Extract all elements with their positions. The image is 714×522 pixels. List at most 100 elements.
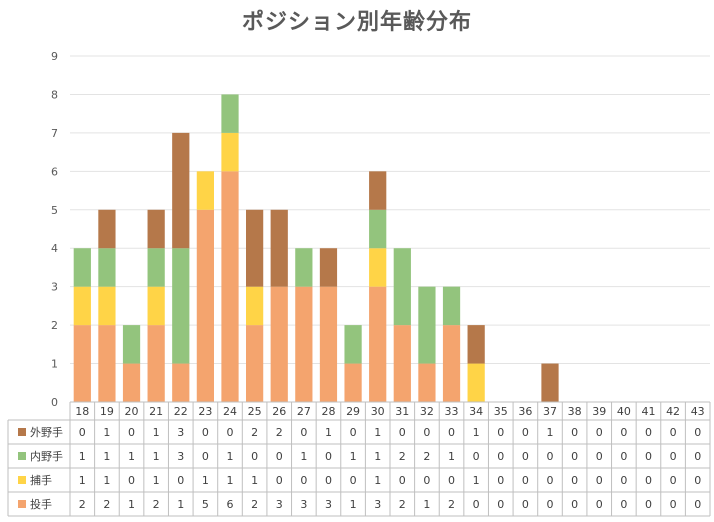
table-cell-value: 1 [374,450,381,463]
bar-segment [442,286,461,326]
bar-segment [172,363,190,402]
table-cell-value: 1 [103,426,110,439]
bar-segment [98,325,116,402]
table-cell-value: 0 [448,426,455,439]
table-cell-value: 3 [177,450,184,463]
table-cell-value: 0 [670,450,677,463]
table-cell-value: 1 [547,426,554,439]
table-cell-value: 0 [448,474,455,487]
bar-segment [147,325,165,402]
table-cell-value: 1 [374,474,381,487]
table-cell-value: 1 [128,450,135,463]
bar-segment [122,325,141,364]
table-cell-value: 0 [350,474,357,487]
bar-segment [369,248,387,287]
bar-segment [467,363,485,402]
table-cell-value: 1 [79,450,86,463]
table-cell-value: 0 [276,450,283,463]
table-cell-value: 3 [374,498,381,511]
bar-segment [270,286,288,402]
table-cell-value: 2 [251,498,258,511]
y-tick-label: 1 [51,358,58,371]
table-cell-value: 2 [399,498,406,511]
table-cell-value: 1 [473,426,480,439]
x-tick-label: 35 [494,405,508,418]
legend-label: 投手 [30,497,52,511]
bar-segment [196,209,214,402]
table-cell-value: 0 [128,426,135,439]
y-tick-label: 5 [51,204,58,217]
bar-segment [147,286,165,326]
x-tick-label: 42 [666,405,680,418]
table-cell-value: 0 [620,474,627,487]
y-tick-label: 0 [51,396,58,409]
table-cell-value: 2 [423,450,430,463]
table-cell-value: 0 [694,450,701,463]
table-cell-value: 0 [571,498,578,511]
table-cell-value: 1 [300,450,307,463]
table-cell-value: 2 [399,450,406,463]
table-cell-value: 0 [571,474,578,487]
table-cell-value: 1 [103,450,110,463]
legend-label: 捕手 [30,473,52,487]
bar-segment [344,325,362,364]
table-cell-value: 1 [153,426,160,439]
table-cell-value: 1 [350,450,357,463]
table-cell-value: 1 [350,498,357,511]
x-tick-label: 27 [297,405,311,418]
table-cell-value: 0 [670,498,677,511]
table-cell-value: 0 [350,426,357,439]
x-tick-label: 28 [321,405,335,418]
x-tick-label: 26 [272,405,286,418]
table-cell-value: 0 [620,498,627,511]
bar-segment [122,363,141,402]
x-tick-label: 41 [641,405,655,418]
y-tick-label: 7 [51,127,58,140]
bar-segment [221,94,239,133]
table-cell-value: 0 [547,498,554,511]
legend-swatch [18,500,26,508]
y-tick-label: 4 [51,242,58,255]
table-cell-value: 1 [128,498,135,511]
table-cell-value: 1 [153,450,160,463]
table-cell-value: 0 [596,498,603,511]
bar-segment [98,248,116,287]
x-tick-label: 20 [125,405,139,418]
table-cell-value: 0 [497,498,504,511]
bar-segment [541,363,559,402]
table-cell-value: 0 [399,474,406,487]
bar-segment [344,363,362,402]
bar-segment [172,248,190,364]
table-cell-value: 1 [448,450,455,463]
table-cell-value: 1 [177,498,184,511]
table-cell-value: 0 [694,498,701,511]
table-cell-value: 1 [202,474,209,487]
table-cell-value: 1 [423,498,430,511]
bar-segment [73,286,91,326]
table-cell-value: 0 [596,426,603,439]
chart-title: ポジション別年齢分布 [241,10,472,35]
x-tick-label: 34 [469,405,483,418]
x-tick-label: 40 [617,405,631,418]
table-cell-value: 0 [670,474,677,487]
table-cell-value: 1 [325,426,332,439]
bar-segment [196,171,214,210]
table-cell-value: 6 [227,498,234,511]
table-cell-value: 1 [227,450,234,463]
table-cell-value: 1 [79,474,86,487]
bar-segment [442,325,461,402]
y-tick-label: 8 [51,88,58,101]
table-cell-value: 2 [448,498,455,511]
x-tick-label: 31 [395,405,409,418]
legend-swatch [18,428,26,436]
table-cell-value: 2 [79,498,86,511]
legend-label: 外野手 [30,425,63,439]
table-cell-value: 0 [571,426,578,439]
x-tick-label: 36 [518,405,532,418]
bar-segment [73,248,91,287]
table-cell-value: 1 [227,474,234,487]
bar-segment [98,286,116,326]
table-cell-value: 0 [128,474,135,487]
table-cell-value: 1 [153,474,160,487]
bar-segment [418,363,436,402]
